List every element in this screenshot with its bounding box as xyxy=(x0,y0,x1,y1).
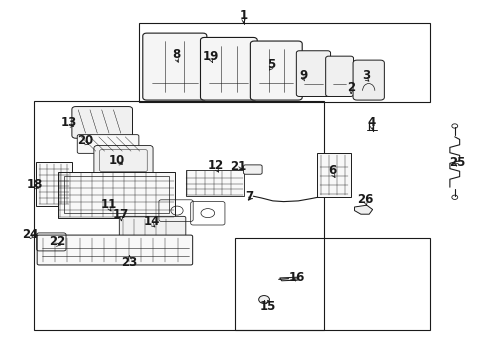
Text: 25: 25 xyxy=(448,156,465,169)
Text: 13: 13 xyxy=(60,116,77,129)
Bar xyxy=(234,238,429,330)
Text: 19: 19 xyxy=(203,50,219,63)
Text: 12: 12 xyxy=(207,159,224,172)
Text: 1: 1 xyxy=(239,9,247,22)
Text: 11: 11 xyxy=(100,198,117,211)
Text: 22: 22 xyxy=(49,235,66,248)
Text: 7: 7 xyxy=(245,190,253,203)
FancyBboxPatch shape xyxy=(119,216,185,237)
Bar xyxy=(58,172,175,218)
FancyBboxPatch shape xyxy=(296,51,330,96)
Text: 6: 6 xyxy=(328,165,336,177)
Text: 20: 20 xyxy=(77,134,94,147)
FancyBboxPatch shape xyxy=(325,56,353,96)
FancyBboxPatch shape xyxy=(37,235,192,265)
Text: 14: 14 xyxy=(143,215,160,228)
Bar xyxy=(139,23,429,102)
Bar xyxy=(34,101,323,330)
Text: 5: 5 xyxy=(267,58,275,71)
Polygon shape xyxy=(279,277,298,281)
FancyBboxPatch shape xyxy=(250,41,302,100)
Text: 18: 18 xyxy=(27,178,43,191)
Polygon shape xyxy=(354,205,372,214)
Text: 26: 26 xyxy=(357,193,373,206)
FancyBboxPatch shape xyxy=(72,107,132,138)
Bar xyxy=(63,176,169,213)
Text: 21: 21 xyxy=(230,160,246,173)
Ellipse shape xyxy=(258,296,269,303)
FancyBboxPatch shape xyxy=(142,33,206,100)
Text: 15: 15 xyxy=(259,300,276,313)
Text: 2: 2 xyxy=(346,81,354,94)
FancyBboxPatch shape xyxy=(36,162,72,206)
Text: 8: 8 xyxy=(172,48,180,61)
Text: 10: 10 xyxy=(108,154,124,167)
FancyBboxPatch shape xyxy=(94,145,153,176)
Text: 4: 4 xyxy=(367,116,375,129)
Bar xyxy=(185,170,243,196)
FancyBboxPatch shape xyxy=(352,60,384,100)
Text: 24: 24 xyxy=(22,228,39,241)
FancyBboxPatch shape xyxy=(200,37,257,100)
Text: 16: 16 xyxy=(288,271,305,284)
Text: 23: 23 xyxy=(121,256,138,269)
FancyBboxPatch shape xyxy=(317,153,350,197)
FancyBboxPatch shape xyxy=(77,135,139,153)
FancyBboxPatch shape xyxy=(243,165,262,174)
Text: 9: 9 xyxy=(299,69,306,82)
Text: 3: 3 xyxy=(361,69,369,82)
Text: 17: 17 xyxy=(113,208,129,221)
